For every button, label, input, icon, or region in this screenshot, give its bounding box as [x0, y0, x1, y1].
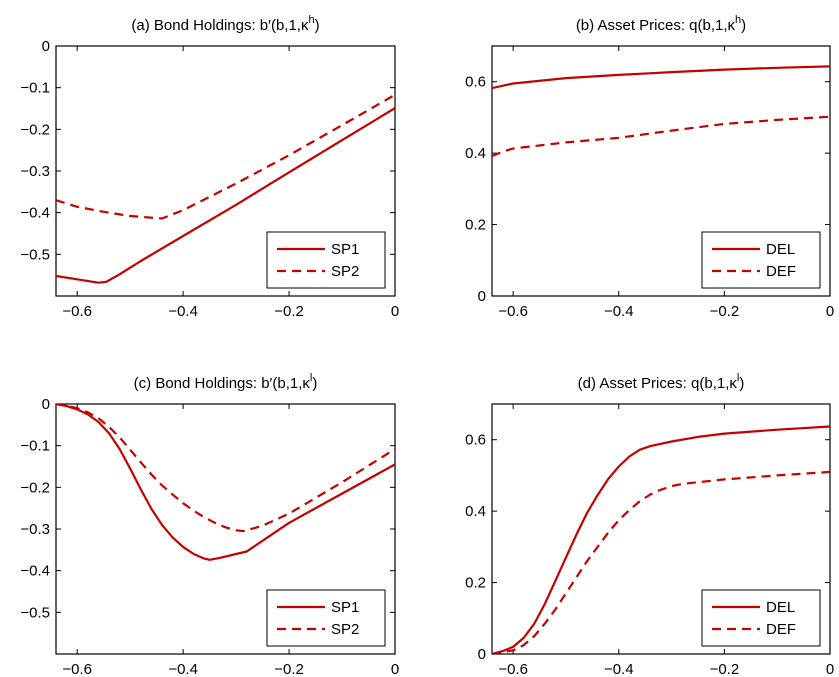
x-tick-label: −0.4: [604, 661, 634, 677]
legend-label-sp1: SP1: [331, 599, 359, 616]
y-tick-label: 0.4: [465, 503, 486, 520]
panel-title-end: ): [315, 17, 320, 34]
legend-box: [266, 231, 386, 289]
y-tick-label: 0.6: [465, 432, 486, 449]
y-tick-label: −0.1: [20, 80, 50, 97]
legend-label-sp1: SP1: [331, 241, 359, 258]
x-tick-label: −0.2: [274, 303, 304, 320]
y-tick-label: 0.2: [465, 575, 486, 592]
series-line-sp2: [56, 93, 395, 220]
x-tick-label: −0.4: [168, 661, 198, 677]
y-tick-label: −0.2: [20, 121, 50, 138]
legend-box: [701, 589, 821, 647]
legend-box: [266, 589, 386, 647]
plot-frame: [491, 403, 831, 655]
series-line-def: [492, 115, 830, 158]
panel-title-end: ): [312, 375, 317, 392]
panel-b: (b) Asset Prices: q(b,1,κh) −0.6 −0.4 −0.2 0…: [465, 14, 834, 320]
plot-frame: [491, 45, 831, 297]
x-tick-label: −0.2: [710, 661, 740, 677]
y-tick-label: −0.5: [20, 246, 50, 263]
panel-title: (b) Asset Prices: q(b,1,κh): [576, 14, 746, 34]
y-tick-label: −0.2: [20, 479, 50, 496]
series-line-del: [492, 425, 830, 654]
legend-label-sp2: SP2: [331, 263, 359, 280]
y-tick-label: 0: [42, 38, 50, 55]
series-line-sp1: [56, 107, 395, 284]
panel-title-main: (c) Bond Holdings: b′(b,1,κ: [134, 375, 311, 392]
x-tick-label: −0.6: [62, 303, 92, 320]
y-tick-label: −0.4: [20, 563, 50, 580]
y-tick-label: 0: [42, 396, 50, 413]
series-line-def: [492, 470, 830, 654]
y-tick-label: −0.3: [20, 521, 50, 538]
y-tick-label: −0.3: [20, 163, 50, 180]
legend-label-def: DEF: [766, 621, 796, 638]
series-line-sp1: [56, 404, 395, 561]
panel-title: (a) Bond Holdings: b′(b,1,κh): [131, 14, 319, 34]
x-tick-label: −0.6: [62, 661, 92, 677]
panel-title-superscript: h: [308, 14, 314, 26]
legend-box: [701, 231, 821, 289]
y-tick-label: −0.5: [20, 604, 50, 621]
y-tick-label: 0.6: [465, 74, 486, 91]
y-tick-label: 0: [478, 646, 486, 663]
panel-title-end: ): [741, 17, 746, 34]
legend-label-del: DEL: [766, 241, 795, 258]
series-line-sp2: [56, 404, 395, 533]
x-tick-label: −0.6: [498, 303, 528, 320]
y-tick-label: 0: [478, 288, 486, 305]
x-tick-label: −0.2: [274, 661, 304, 677]
panel-title: (d) Asset Prices: q(b,1,κl): [578, 372, 745, 392]
x-tick-label: 0: [391, 303, 399, 320]
legend-label-def: DEF: [766, 263, 796, 280]
panel-c: (c) Bond Holdings: b′(b,1,κl) −0.6 −0.4 −0.…: [20, 372, 399, 677]
panel-title-main: (d) Asset Prices: q(b,1,κ: [578, 375, 738, 392]
panel-d: (d) Asset Prices: q(b,1,κl) −0.6 −0.4 −0.2 0…: [465, 372, 834, 677]
x-tick-label: −0.4: [604, 303, 634, 320]
y-tick-label: −0.1: [20, 438, 50, 455]
panel-title-superscript: h: [735, 14, 741, 26]
panel-title-end: ): [739, 375, 744, 392]
panel-title-superscript: l: [737, 372, 739, 384]
panel-title-main: (b) Asset Prices: q(b,1,κ: [576, 17, 736, 34]
x-tick-label: −0.2: [710, 303, 740, 320]
panel-title-main: (a) Bond Holdings: b′(b,1,κ: [131, 17, 309, 34]
y-tick-label: 0.2: [465, 217, 486, 234]
x-tick-label: 0: [826, 661, 834, 677]
series-line-del: [492, 65, 830, 90]
x-tick-label: −0.4: [168, 303, 198, 320]
y-tick-label: −0.4: [20, 205, 50, 222]
legend-label-del: DEL: [766, 599, 795, 616]
y-tick-label: 0.4: [465, 145, 486, 162]
x-tick-label: 0: [826, 303, 834, 320]
panel-a: (a) Bond Holdings: b′(b,1,κh) −0.6 −0.4 −0.…: [20, 14, 399, 320]
x-tick-label: −0.6: [498, 661, 528, 677]
x-tick-label: 0: [391, 661, 399, 677]
panel-title: (c) Bond Holdings: b′(b,1,κl): [134, 372, 318, 392]
panel-title-superscript: l: [310, 372, 312, 384]
legend-label-sp2: SP2: [331, 621, 359, 638]
